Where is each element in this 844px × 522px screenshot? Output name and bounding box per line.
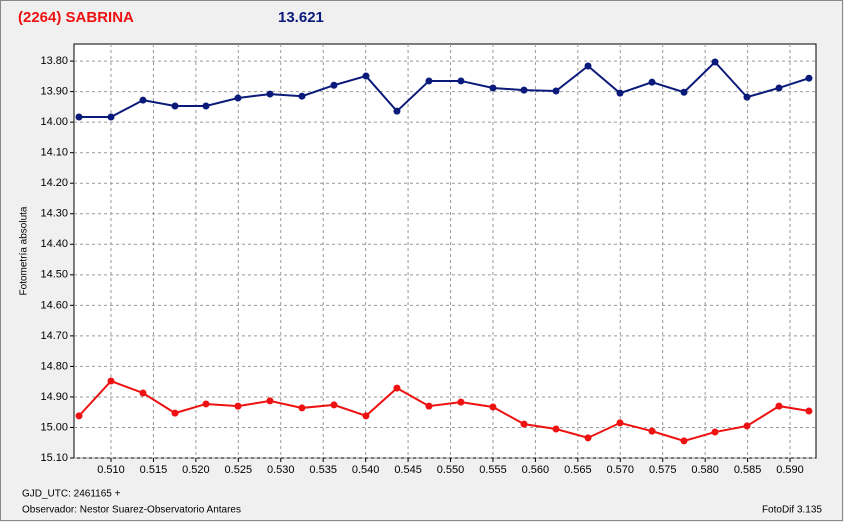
y-tick-label: 14.70 [40, 330, 68, 342]
data-point [584, 62, 592, 70]
x-tick-label: 0.520 [182, 464, 210, 476]
data-point [139, 389, 147, 397]
data-point [425, 77, 433, 85]
data-point [711, 428, 719, 436]
x-tick-label: 0.580 [691, 464, 719, 476]
y-tick-label: 14.30 [40, 208, 68, 220]
data-point [75, 412, 83, 420]
y-axis-label: Fotometría absoluta [19, 206, 30, 295]
x-tick-label: 0.535 [309, 464, 337, 476]
x-tick-label: 0.510 [97, 464, 125, 476]
x-tick-label: 0.515 [140, 464, 168, 476]
data-point [202, 102, 210, 110]
data-point [805, 74, 813, 82]
x-tick-label: 0.590 [776, 464, 804, 476]
y-tick-label: 15.00 [40, 421, 68, 433]
data-point [520, 420, 528, 428]
y-tick-label: 14.10 [40, 147, 68, 159]
data-point [202, 400, 210, 408]
data-point [75, 113, 83, 121]
data-point [680, 437, 688, 445]
data-point [775, 84, 783, 92]
data-point [107, 377, 115, 385]
data-point [266, 397, 274, 405]
data-point [805, 407, 813, 415]
y-tick-label: 14.60 [40, 299, 68, 311]
data-point [234, 402, 242, 410]
data-point [139, 96, 147, 104]
observer: Observador: Nestor Suarez-Observatorio A… [22, 505, 241, 516]
data-point [489, 84, 497, 92]
data-point [266, 90, 274, 98]
x-tick-label: 0.545 [394, 464, 422, 476]
data-point [234, 94, 242, 102]
plot-area [73, 43, 817, 459]
y-tick-label: 14.20 [40, 177, 68, 189]
y-tick-label: 14.40 [40, 238, 68, 250]
software: FotoDif 3.135 [762, 505, 822, 516]
data-point [552, 87, 560, 95]
x-tick-label: 0.585 [734, 464, 762, 476]
magnitude: 13.621 [278, 9, 324, 26]
data-point [171, 409, 179, 417]
data-point [616, 419, 624, 427]
y-tick-label: 14.80 [40, 360, 68, 372]
x-tick-label: 0.565 [564, 464, 592, 476]
data-point [520, 86, 528, 94]
y-tick-label: 14.00 [40, 116, 68, 128]
x-tick-label: 0.560 [522, 464, 550, 476]
chart-title: (2264) SABRINA [18, 9, 134, 26]
x-axis-label: GJD_UTC: 2461165 + [22, 489, 121, 500]
data-point [362, 72, 370, 80]
x-tick-label: 0.550 [437, 464, 465, 476]
data-point [457, 77, 465, 85]
data-point [680, 88, 688, 96]
series-line [79, 60, 810, 118]
data-point [362, 412, 370, 420]
x-tick-label: 0.530 [267, 464, 295, 476]
y-tick-label: 15.10 [40, 452, 68, 464]
data-point [298, 404, 306, 412]
data-point [743, 422, 751, 430]
data-point [107, 113, 115, 121]
x-tick-label: 0.570 [607, 464, 635, 476]
y-tick-label: 13.90 [40, 86, 68, 98]
data-point [711, 58, 719, 66]
series-line [78, 379, 810, 442]
x-tick-label: 0.575 [649, 464, 677, 476]
data-point [393, 384, 401, 392]
data-point [743, 93, 751, 101]
data-point [425, 402, 433, 410]
x-tick-label: 0.540 [352, 464, 380, 476]
data-point [457, 398, 465, 406]
data-point [584, 434, 592, 442]
data-point [648, 78, 656, 86]
data-point [298, 92, 306, 100]
y-tick-label: 14.50 [40, 269, 68, 281]
data-point [393, 107, 401, 115]
data-point [616, 89, 624, 97]
y-tick-label: 14.90 [40, 391, 68, 403]
data-point [552, 425, 560, 433]
x-tick-label: 0.525 [225, 464, 253, 476]
data-point [330, 81, 338, 89]
x-tick-label: 0.555 [479, 464, 507, 476]
data-point [489, 403, 497, 411]
data-point [171, 102, 179, 110]
data-point [648, 427, 656, 435]
y-tick-label: 13.80 [40, 55, 68, 67]
data-point [330, 401, 338, 409]
data-point [775, 402, 783, 410]
